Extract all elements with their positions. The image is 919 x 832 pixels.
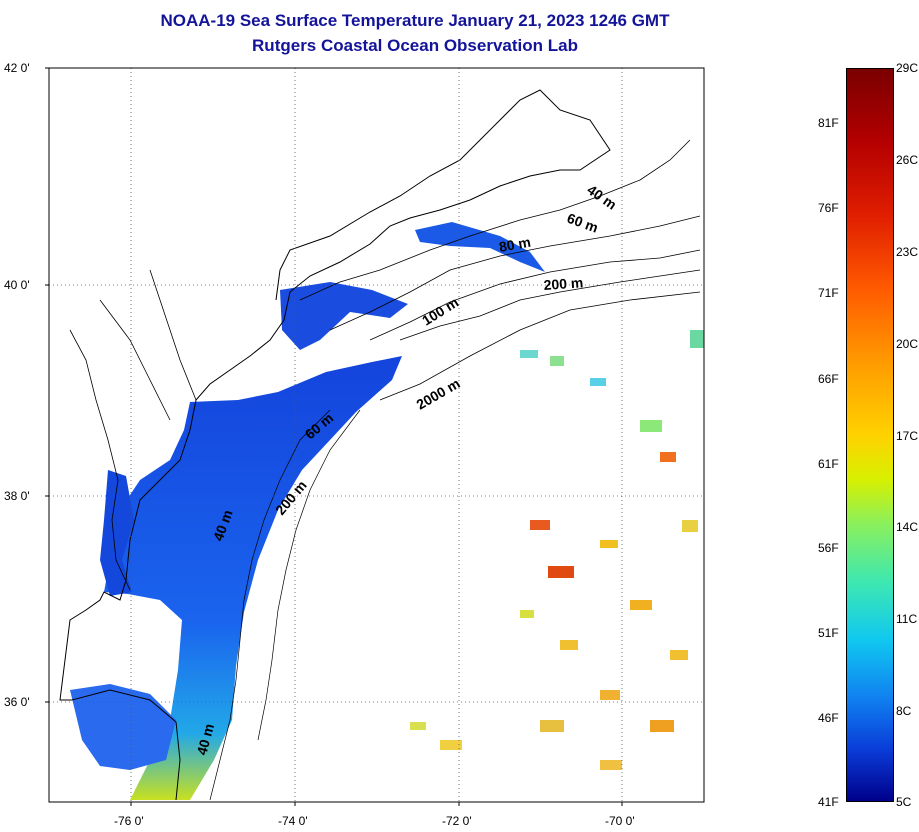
isobath-60m (329, 215, 701, 331)
isobath-label: 2000 m (414, 375, 463, 413)
offshore-cloud-gaps (410, 330, 704, 770)
chart-title: NOAA-19 Sea Surface Temperature January … (160, 11, 670, 30)
lon-tick-label: -76 0' (114, 814, 144, 828)
colorbar-f-label: 56F (818, 541, 839, 555)
colorbar-c-label: 29C (896, 61, 919, 75)
colorbar-c-label: 11C (896, 612, 918, 626)
sound-water (70, 684, 176, 770)
shelf-water-mid-atlantic (104, 356, 402, 800)
isobath-label: 60 m (565, 210, 600, 236)
coastline (59, 89, 611, 801)
lat-tick-label: 36 0' (4, 695, 30, 709)
colorbar-c-label: 26C (896, 153, 919, 167)
temperature-colorbar (846, 68, 894, 802)
colorbar-c-label: 20C (896, 337, 919, 351)
colorbar-c-label: 5C (896, 795, 912, 809)
isobath-label: 200 m (543, 274, 584, 293)
tick-marks (45, 67, 623, 806)
colorbar-f-label: 71F (818, 286, 839, 300)
lat-tick-label: 42 0' (4, 61, 30, 75)
colorbar-f-label: 81F (818, 116, 839, 130)
isobath-2000m (379, 291, 701, 401)
colorbar-f-label: 66F (818, 372, 839, 386)
colorbar-c-label: 8C (896, 704, 912, 718)
colorbar-c-label: 14C (896, 520, 919, 534)
colorbar-f-label: 61F (818, 457, 839, 471)
lat-tick-label: 40 0' (4, 278, 30, 292)
lon-tick-label: -74 0' (278, 814, 308, 828)
chart-subtitle: Rutgers Coastal Ocean Observation Lab (252, 36, 578, 55)
colorbar-c-label: 17C (896, 429, 919, 443)
map-frame (48, 67, 705, 803)
bay-water (100, 470, 134, 596)
isobath-label: 40 m (584, 181, 619, 212)
lat-tick-label: 38 0' (4, 489, 30, 503)
isobath-80m (369, 249, 701, 341)
cold-water-patch-north (415, 222, 545, 272)
bay-shoreline (69, 269, 197, 591)
colorbar-f-label: 41F (818, 795, 839, 809)
lon-tick-label: -70 0' (605, 814, 635, 828)
colorbar-f-label: 51F (818, 626, 839, 640)
lon-tick-label: -72 0' (442, 814, 472, 828)
isobath-label: 40 m (193, 722, 217, 757)
isobath-label: 100 m (419, 294, 461, 329)
isobath-40m (299, 139, 691, 301)
isobath-200m (399, 269, 701, 341)
cold-water-patch-nj (280, 282, 408, 350)
colorbar-f-label: 76F (818, 201, 839, 215)
colorbar-f-label: 46F (818, 711, 839, 725)
colorbar-c-label: 23C (896, 245, 919, 259)
isobath-shelf-south (209, 409, 361, 801)
isobath-label: 80 m (498, 234, 532, 255)
